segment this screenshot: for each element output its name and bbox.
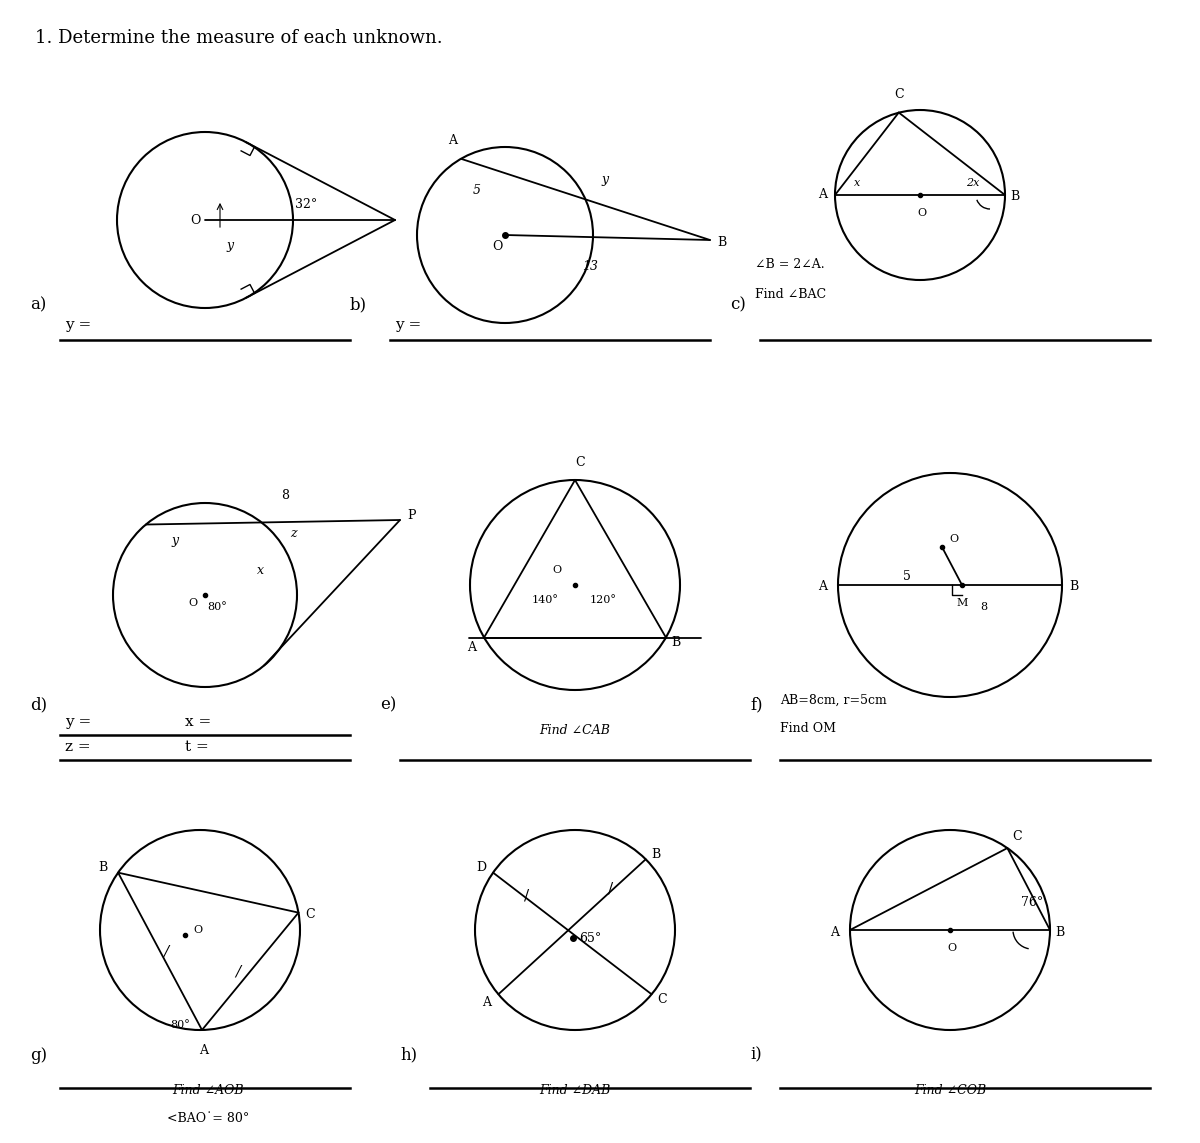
- Text: /: /: [235, 965, 241, 978]
- Text: A: A: [199, 1044, 209, 1056]
- Text: <BAO˙= 80°: <BAO˙= 80°: [167, 1111, 250, 1125]
- Text: O: O: [552, 565, 562, 575]
- Text: /: /: [524, 888, 529, 903]
- Text: g): g): [30, 1047, 47, 1063]
- Text: 1. Determine the measure of each unknown.: 1. Determine the measure of each unknown…: [35, 29, 443, 47]
- Text: P: P: [408, 509, 416, 521]
- Text: /: /: [608, 881, 613, 896]
- Text: 13: 13: [582, 261, 598, 273]
- Text: B: B: [718, 235, 727, 248]
- Text: i): i): [750, 1047, 762, 1063]
- Text: y: y: [227, 239, 234, 251]
- Text: y =: y =: [65, 716, 91, 729]
- Text: C: C: [656, 993, 666, 1006]
- Text: A: A: [830, 926, 840, 938]
- Text: t =: t =: [185, 740, 209, 754]
- Text: ∠B = 2∠A.: ∠B = 2∠A.: [755, 258, 824, 272]
- Text: B: B: [671, 636, 680, 649]
- Text: Find ∠DAB: Find ∠DAB: [539, 1084, 611, 1096]
- Text: 2x: 2x: [966, 178, 979, 187]
- Text: B: B: [652, 848, 660, 861]
- Text: O: O: [188, 598, 198, 608]
- Text: Find ∠COB: Find ∠COB: [914, 1084, 986, 1096]
- Text: a): a): [30, 296, 47, 313]
- Text: O: O: [492, 240, 502, 254]
- Text: AB=8cm, r=5cm: AB=8cm, r=5cm: [780, 694, 887, 706]
- Text: O: O: [918, 208, 926, 218]
- Text: b): b): [350, 296, 367, 313]
- Text: 8: 8: [980, 602, 988, 612]
- Text: 5: 5: [473, 184, 481, 197]
- Text: 5: 5: [904, 569, 911, 583]
- Text: 8: 8: [281, 488, 289, 502]
- Text: A: A: [468, 641, 476, 654]
- Text: y =: y =: [395, 318, 421, 331]
- Text: 65°: 65°: [580, 932, 601, 945]
- Text: A: A: [818, 189, 828, 201]
- Text: B: B: [98, 861, 108, 874]
- Text: 80°: 80°: [170, 1020, 190, 1030]
- Text: O: O: [949, 534, 959, 544]
- Text: 80°: 80°: [208, 602, 227, 612]
- Text: c): c): [730, 296, 746, 313]
- Text: e): e): [380, 696, 396, 713]
- Text: x: x: [257, 563, 264, 576]
- Text: y: y: [172, 534, 179, 546]
- Text: O: O: [948, 943, 956, 953]
- Text: C: C: [894, 88, 904, 101]
- Text: x =: x =: [185, 716, 211, 729]
- Text: O: O: [193, 925, 203, 935]
- Text: B: B: [1010, 191, 1020, 203]
- Text: B: B: [1069, 581, 1079, 593]
- Text: z: z: [289, 527, 296, 539]
- Text: 32°: 32°: [295, 199, 317, 211]
- Text: x: x: [854, 178, 860, 187]
- Text: d): d): [30, 696, 47, 713]
- Text: C: C: [1013, 830, 1022, 842]
- Text: 140°: 140°: [532, 596, 558, 605]
- Text: M: M: [956, 598, 967, 608]
- Text: 120°: 120°: [589, 596, 617, 605]
- Text: Find ∠BAC: Find ∠BAC: [755, 288, 826, 302]
- Text: O: O: [190, 214, 200, 226]
- Text: A: A: [482, 996, 491, 1009]
- Text: C: C: [306, 909, 316, 921]
- Text: A: A: [818, 581, 828, 593]
- Text: z =: z =: [65, 740, 91, 754]
- Text: y: y: [601, 174, 608, 186]
- Text: h): h): [400, 1047, 418, 1063]
- Text: Find OM: Find OM: [780, 721, 836, 735]
- Text: C: C: [575, 456, 584, 469]
- Text: y =: y =: [65, 318, 91, 331]
- Text: B: B: [1055, 926, 1064, 938]
- Text: D: D: [476, 861, 486, 874]
- Text: f): f): [750, 696, 763, 713]
- Text: 76°: 76°: [1021, 895, 1043, 909]
- Text: Find ∠CAB: Find ∠CAB: [540, 724, 611, 736]
- Text: Find ∠AOB: Find ∠AOB: [173, 1084, 244, 1096]
- Text: /: /: [163, 944, 169, 958]
- Text: A: A: [449, 134, 457, 147]
